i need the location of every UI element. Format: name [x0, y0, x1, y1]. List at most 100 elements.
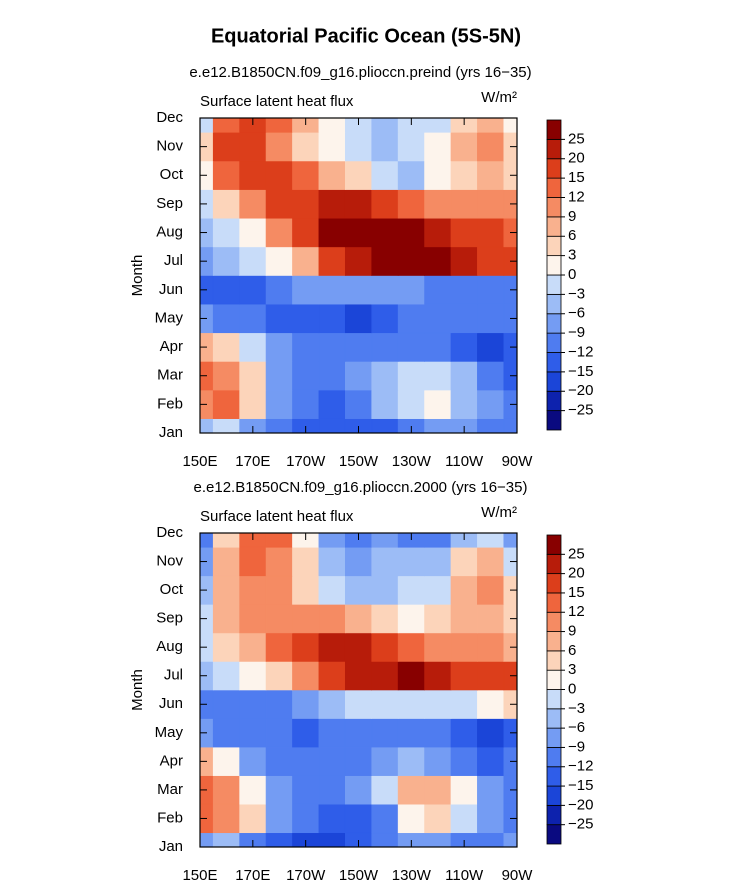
contour-cell [397, 361, 425, 391]
colorbar-box [546, 255, 562, 276]
contour-cell [344, 604, 373, 634]
contour-cell [371, 132, 399, 162]
contour-cell [212, 217, 240, 248]
colorbar-box [546, 235, 562, 257]
units: W/m² [481, 504, 517, 521]
colorbar-box [546, 631, 562, 652]
contour-cell [292, 160, 320, 190]
contour-cell [397, 803, 425, 834]
y-tick-label: Jul [164, 667, 183, 684]
contour-cell [318, 832, 346, 848]
contour-cell [450, 661, 478, 691]
contour-cell [371, 632, 399, 662]
contour-cell [265, 832, 293, 848]
contour-cell [371, 303, 399, 334]
contour-cell [424, 546, 452, 577]
colorbar-box [546, 573, 562, 594]
colorbar-label: −3 [568, 285, 585, 302]
contour-cell [265, 332, 293, 362]
x-tick-label: 90W [502, 453, 534, 470]
contour-cell [397, 775, 425, 805]
contour-cell [371, 775, 399, 805]
y-tick-label: Aug [156, 224, 183, 241]
contour-cell [477, 303, 505, 334]
contour-cell [344, 775, 373, 805]
contour-cell [397, 718, 425, 748]
contour-cell [265, 303, 293, 334]
contour-cell [450, 632, 478, 662]
contour-cell [477, 189, 505, 219]
contour-cell [477, 775, 505, 805]
contour-cell [477, 117, 505, 133]
contour-cell [424, 160, 452, 190]
contour-cell [397, 132, 425, 162]
contour-cell [344, 132, 373, 162]
contour-cell [344, 689, 373, 719]
contour-cell [239, 246, 267, 276]
contour-cell [477, 217, 505, 248]
contour-cell [199, 832, 214, 848]
colorbar-box [546, 293, 562, 315]
contour-cell [318, 661, 346, 691]
colorbar-box [546, 410, 562, 431]
contour-cell [212, 632, 240, 662]
contour-cell [265, 661, 293, 691]
contour-cell [344, 332, 373, 362]
contour-cell [212, 604, 240, 634]
contour-cell [477, 389, 505, 419]
contour-cell [477, 718, 505, 748]
contour-cell [477, 418, 505, 434]
colorbar-label: −15 [568, 363, 593, 380]
contour-cell [239, 775, 267, 805]
contour-cell [265, 132, 293, 162]
contour-cell [318, 332, 346, 362]
colorbar-label: −9 [568, 738, 585, 755]
contour-cell [344, 803, 373, 834]
contour-cell [450, 132, 478, 162]
y-tick-label: Jul [164, 252, 183, 269]
contour-cell [318, 418, 346, 434]
contour-cell [212, 132, 240, 162]
contour-cell [371, 160, 399, 190]
x-tick-label: 150W [339, 453, 379, 470]
contour-cell [424, 689, 452, 719]
colorbar-label: 3 [568, 661, 576, 678]
contour-cell [212, 575, 240, 605]
contour-cell [397, 160, 425, 190]
contour-cell [318, 575, 346, 605]
contour-cell [477, 132, 505, 162]
colorbar-label: −20 [568, 382, 593, 399]
contour-cell [265, 275, 293, 305]
colorbar-label: −25 [568, 402, 593, 419]
contour-cell [212, 117, 240, 133]
colorbar-box [546, 727, 562, 748]
contour-cell [318, 532, 346, 548]
y-tick-label: Jun [159, 281, 183, 298]
contour-cell [239, 575, 267, 605]
contour-cell [371, 189, 399, 219]
contour-cell [318, 689, 346, 719]
contour-cell [239, 803, 267, 834]
contour-cell [292, 246, 320, 276]
colorbar-label: 12 [568, 188, 585, 205]
colorbar-box [546, 534, 562, 555]
colorbar-box [546, 804, 562, 826]
contour-cell [371, 689, 399, 719]
contour-cell [239, 332, 267, 362]
contour-cell [292, 332, 320, 362]
x-tick-label: 130W [392, 453, 432, 470]
y-tick-label: Mar [157, 781, 183, 798]
contour-cell [318, 246, 346, 276]
contour-cell [503, 418, 518, 434]
contour-cell [344, 246, 373, 276]
colorbar-label: −20 [568, 796, 593, 813]
colorbar-label: −12 [568, 758, 593, 775]
contour-cell [318, 775, 346, 805]
contour-cell [212, 546, 240, 577]
y-tick-label: Jun [159, 695, 183, 712]
contour-cell [397, 632, 425, 662]
contour-cell [397, 217, 425, 248]
contour-cell [371, 661, 399, 691]
contour-cell [450, 303, 478, 334]
